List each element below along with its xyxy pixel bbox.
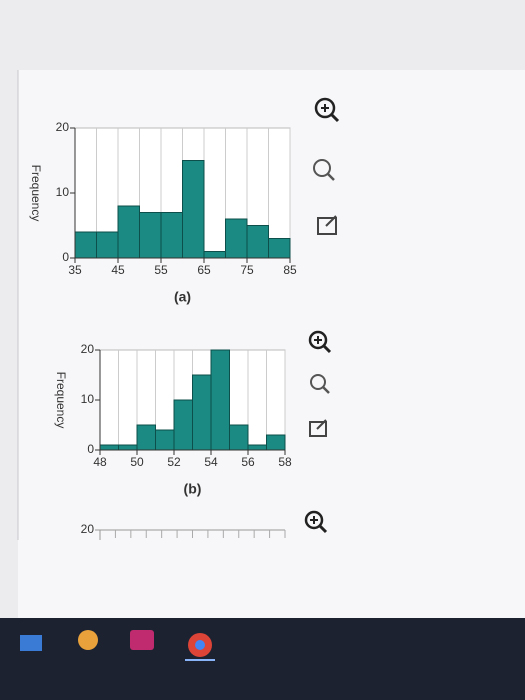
x-tick-label: 56 (241, 455, 255, 469)
zoom-in-icon[interactable] (314, 97, 340, 123)
bar (96, 231, 119, 259)
bar (139, 212, 162, 259)
x-tick-label: 58 (278, 455, 292, 469)
x-tick-label: 65 (197, 263, 211, 277)
bar (266, 434, 286, 451)
bar (117, 205, 140, 259)
y-tick-label: 0 (87, 442, 94, 456)
caption: (b) (184, 481, 202, 497)
popout-icon[interactable] (317, 215, 337, 235)
bar (210, 349, 230, 451)
bar (247, 444, 267, 451)
zoom-in-icon[interactable] (308, 330, 332, 354)
taskbar (0, 618, 525, 700)
y-tick-label: 0 (62, 250, 69, 264)
bar (160, 212, 183, 259)
taskbar-icon[interactable] (78, 630, 98, 650)
bar (182, 160, 205, 259)
taskbar-icon-center (195, 640, 205, 650)
bar (136, 424, 156, 451)
x-tick-label: 48 (93, 455, 107, 469)
zoom-in-icon[interactable] (304, 510, 328, 534)
y-tick-label: 20 (81, 522, 95, 536)
bar (225, 218, 248, 259)
zoom-out-icon[interactable] (310, 374, 330, 394)
x-tick-label: 54 (204, 455, 218, 469)
taskbar-icon[interactable] (130, 630, 154, 650)
bar (229, 424, 249, 451)
x-tick-label: 75 (240, 263, 254, 277)
bar (192, 374, 212, 451)
caption: (a) (174, 289, 191, 305)
bar (203, 251, 226, 259)
y-axis-label: Frequency (54, 372, 68, 429)
x-tick-label: 35 (68, 263, 82, 277)
popout-icon[interactable] (309, 419, 327, 437)
bar (246, 225, 269, 259)
y-tick-label: 20 (81, 342, 95, 356)
y-tick-label: 20 (56, 120, 70, 134)
x-tick-label: 85 (283, 263, 297, 277)
taskbar-icon[interactable] (20, 635, 42, 651)
x-tick-label: 52 (167, 455, 181, 469)
bar (74, 231, 97, 259)
x-tick-label: 45 (111, 263, 125, 277)
bar (173, 399, 193, 451)
y-tick-label: 10 (81, 392, 95, 406)
bar (155, 429, 175, 451)
y-tick-label: 10 (56, 185, 70, 199)
bar (99, 444, 119, 451)
zoom-out-icon[interactable] (313, 159, 335, 181)
bar (268, 238, 291, 259)
bar (118, 444, 138, 451)
y-axis-label: Frequency (29, 165, 43, 222)
x-tick-label: 50 (130, 455, 144, 469)
x-tick-label: 55 (154, 263, 168, 277)
